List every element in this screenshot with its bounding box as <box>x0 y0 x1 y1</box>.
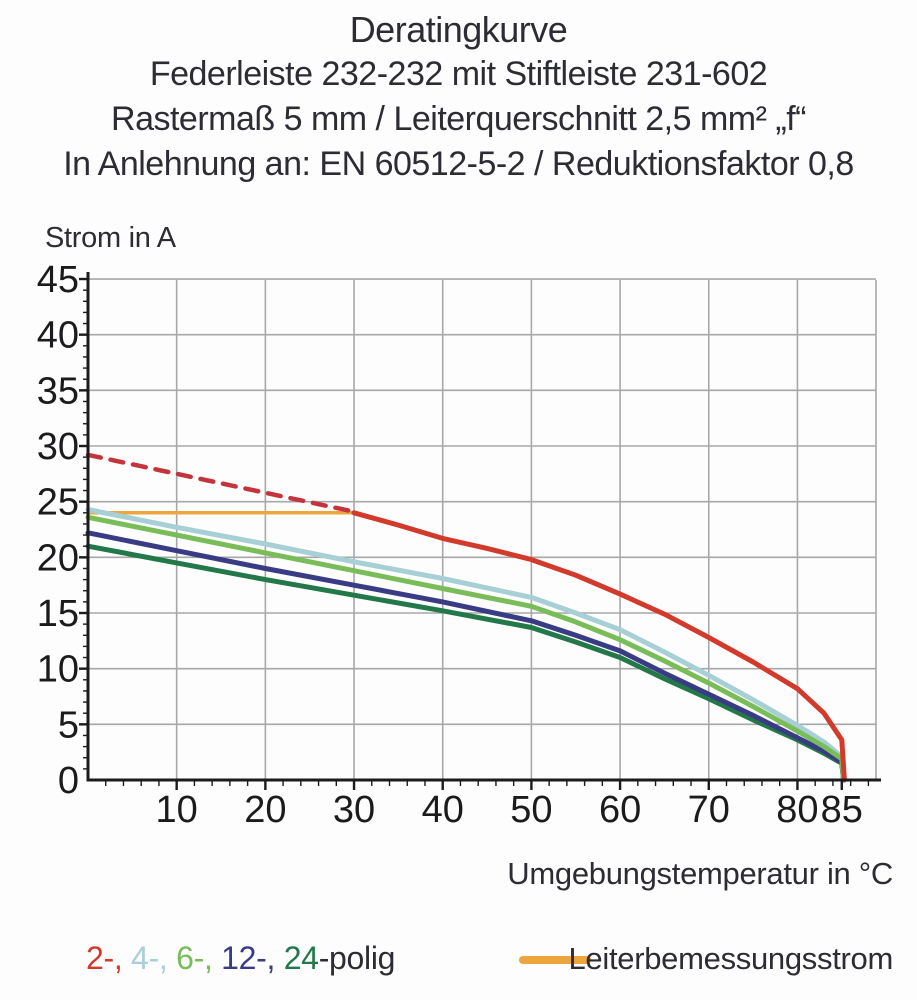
series-12-polig <box>85 530 847 783</box>
x-tick-label: 30 <box>333 789 375 831</box>
y-tick-label: 45 <box>37 259 79 301</box>
y-tick-label: 20 <box>37 537 79 579</box>
pole-legend-item-6: 6-, <box>176 940 213 976</box>
page-title: Deratingkurve <box>349 9 568 50</box>
chart-subtitle-1: Federleiste 232-232 mit Stiftleiste 231-… <box>149 55 768 93</box>
conductor-current-swatch <box>519 956 591 964</box>
x-tick-label: 50 <box>510 789 552 831</box>
y-tick-label: 10 <box>37 649 79 691</box>
series-2-polig <box>351 510 847 783</box>
pole-legend: 2-, 4-, 6-, 12-, 24-polig <box>86 940 395 977</box>
pole-legend-item-4: 4-, <box>131 940 168 976</box>
pole-legend-item-2: 2-, <box>86 940 123 976</box>
pole-legend-items: 2-, 4-, 6-, 12-, 24 <box>86 940 319 976</box>
x-axis-title: Umgebungstemperatur in °C <box>507 856 893 891</box>
pole-legend-suffix: -polig <box>318 940 396 976</box>
pole-legend-item-24: 24 <box>283 940 319 976</box>
x-tick-label: 80 <box>776 789 818 831</box>
y-tick-label: 0 <box>58 760 79 802</box>
conductor-current-label: Leiterbemessungsstrom <box>568 941 893 976</box>
y-tick-label: 25 <box>37 482 79 524</box>
chart-subtitle-3: In Anlehnung an: EN 60512-5-2 / Reduktio… <box>63 145 854 183</box>
x-tick-label: 10 <box>156 789 198 831</box>
x-tick-label: 85 <box>821 789 863 831</box>
series-6-polig <box>85 514 847 783</box>
y-tick-label: 35 <box>37 370 79 412</box>
y-tick-label: 40 <box>37 315 79 357</box>
x-tick-label: 70 <box>688 789 730 831</box>
y-tick-label: 30 <box>37 426 79 468</box>
x-tick-label: 40 <box>422 789 464 831</box>
x-tick-label: 60 <box>599 789 641 831</box>
y-tick-label: 15 <box>37 593 79 635</box>
y-tick-label: 5 <box>58 704 79 746</box>
pole-legend-item-12: 12-, <box>221 940 276 976</box>
x-tick-label: 20 <box>244 789 286 831</box>
series-4-polig <box>85 507 847 783</box>
series-2-polig-unbegrenzt <box>85 452 357 514</box>
title-block: Deratingkurve Federleiste 232-232 mit St… <box>0 7 917 187</box>
chart-subtitle-2: Rastermaß 5 mm / Leiterquerschnitt 2,5 m… <box>111 100 806 138</box>
y-axis-title: Strom in A <box>45 222 176 254</box>
